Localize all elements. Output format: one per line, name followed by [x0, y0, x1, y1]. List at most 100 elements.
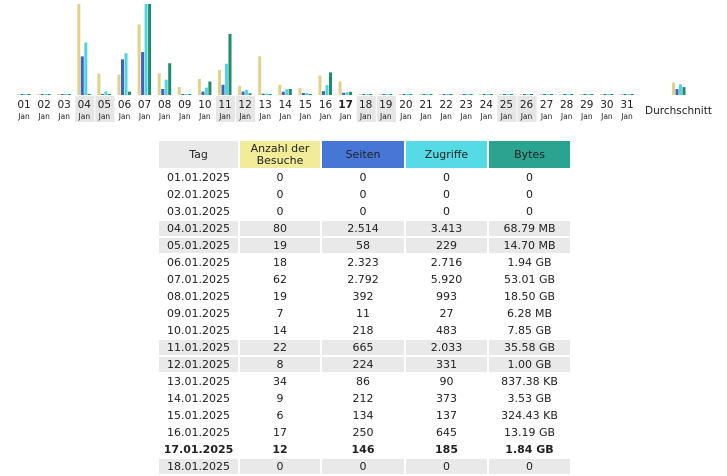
cell-visits: 22 [240, 340, 320, 355]
bar-06-3 [128, 91, 131, 95]
bar-26-1 [523, 94, 526, 95]
bar-21-1 [422, 94, 426, 95]
bar-31-1 [623, 94, 627, 95]
cell-date: 17.01.2025 [163, 443, 234, 456]
bar-06-0 [117, 74, 121, 95]
bar-03-2 [64, 94, 68, 95]
day-label: 02 [37, 99, 50, 111]
bar-16-1 [322, 91, 325, 95]
cell-pages: 218 [352, 324, 374, 337]
cell-date: 09.01.2025 [167, 307, 230, 320]
bar-14-0 [278, 84, 282, 95]
bars-group [17, 4, 634, 96]
bar-26-3 [530, 94, 533, 95]
month-label: Jan [98, 112, 111, 121]
cell-hits: 229 [406, 238, 487, 253]
bar-12-3 [248, 93, 252, 95]
cell-hits: 2.033 [406, 340, 487, 355]
day-label: 26 [520, 99, 534, 111]
cell-pages: 0 [359, 205, 367, 218]
bar-12-1 [241, 91, 245, 95]
month-label: Jan [419, 112, 432, 121]
day-label: 06 [118, 99, 132, 111]
month-label: Jan [359, 112, 372, 121]
cell-visits: 14 [273, 324, 287, 337]
table-row: 16.01.2025 17 250 645 13.19 GB [159, 425, 570, 440]
table-row: 12.01.2025 8 224 331 1.00 GB [159, 357, 570, 372]
bar-09-1 [181, 94, 185, 95]
cell-date: 07.01.2025 [167, 273, 230, 286]
weekend-shade [497, 96, 517, 122]
bar-18-0 [358, 94, 362, 95]
month-label: Jan [198, 112, 211, 121]
bar-23-2 [466, 94, 470, 95]
month-label: Jan [520, 112, 533, 121]
cell-hits: 0 [443, 205, 450, 218]
bar-27-2 [546, 94, 550, 95]
header-visits: Anzahl der Besuche [240, 141, 320, 168]
cell-hits: 373 [436, 392, 457, 405]
bar-30-0 [599, 94, 603, 95]
cell-pages: 224 [322, 357, 404, 372]
month-label: Jan [319, 112, 332, 121]
month-label: Jan [158, 112, 171, 121]
table-row: 01.01.2025 0 0 0 0 [159, 170, 570, 185]
bar-23-0 [459, 94, 463, 95]
cell-pages: 2.792 [347, 273, 379, 286]
day-label: 28 [560, 99, 573, 111]
table-row: 07.01.2025 62 2.792 5.920 53.01 GB [159, 272, 570, 287]
bar-05-1 [100, 94, 104, 95]
bar-15-3 [308, 94, 312, 95]
cell-pages: 212 [352, 392, 374, 405]
cell-bytes: 68.79 MB [489, 221, 570, 236]
day-label: 29 [580, 99, 593, 111]
bar-17-3 [349, 91, 353, 95]
average-bar-1 [675, 89, 679, 95]
cell-pages: 58 [322, 238, 404, 253]
cell-bytes: 0 [489, 459, 570, 474]
cell-visits: 62 [273, 273, 287, 286]
bar-22-1 [442, 94, 446, 95]
cell-hits: 0 [443, 171, 450, 184]
cell-bytes: 0 [526, 188, 533, 201]
day-label: 16 [319, 99, 333, 111]
bar-17-2 [345, 92, 349, 95]
table-row: 09.01.2025 7 11 27 6.28 MB [159, 306, 570, 321]
cell-bytes: 1.00 GB [489, 357, 570, 372]
cell-hits: 27 [439, 307, 454, 320]
bar-11-1 [221, 84, 225, 95]
bar-04-3 [87, 94, 91, 95]
cell-visits: 0 [276, 205, 284, 218]
cell-bytes: 837.38 KB [501, 375, 558, 388]
bar-27-0 [539, 94, 543, 95]
cell-hits: 137 [436, 409, 457, 422]
bar-11-3 [228, 33, 232, 95]
bar-06-1 [121, 59, 124, 95]
bar-05-0 [97, 73, 101, 95]
bar-18-2 [365, 94, 369, 95]
month-label: Jan [258, 112, 271, 121]
month-label: Jan [178, 112, 191, 121]
cell-bytes: 35.58 GB [489, 340, 570, 355]
bar-08-2 [164, 79, 168, 95]
cell-date: 06.01.2025 [167, 256, 230, 269]
weekend-shade [376, 96, 396, 122]
bar-30-3 [610, 94, 614, 95]
month-label: Jan [57, 112, 70, 121]
bar-25-0 [499, 94, 503, 95]
bar-27-1 [543, 94, 547, 95]
bar-24-0 [479, 94, 483, 95]
cell-visits: 34 [273, 375, 287, 388]
cell-visits: 6 [276, 409, 284, 422]
cell-visits: 0 [240, 459, 320, 474]
table-row: 13.01.2025 34 86 90 837.38 KB [159, 374, 570, 389]
bar-18-1 [362, 94, 366, 95]
cell-pages: 250 [352, 426, 374, 439]
bar-09-0 [177, 87, 181, 95]
cell-bytes: 18.50 GB [503, 290, 556, 303]
cell-pages: 2.514 [322, 221, 404, 236]
bar-04-1 [80, 56, 84, 95]
bar-25-2 [506, 94, 510, 95]
month-label: Jan [439, 112, 452, 121]
bar-19-0 [378, 94, 382, 95]
